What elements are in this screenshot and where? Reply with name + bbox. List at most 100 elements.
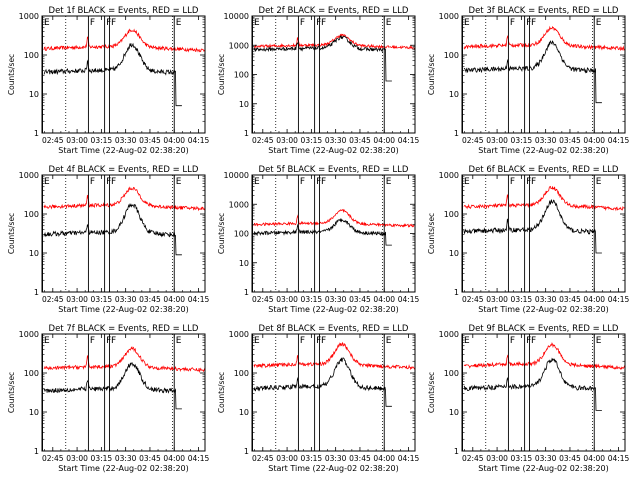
marker-label: F (526, 177, 531, 187)
chart-title: Det 7f BLACK = Events, RED = LLD (49, 324, 199, 334)
y-tick-label: 10 (239, 259, 249, 268)
marker-label: E (386, 336, 392, 346)
chart-title: Det 4f BLACK = Events, RED = LLD (49, 165, 199, 175)
series-line-black (253, 35, 392, 82)
marker-label: E (44, 18, 50, 28)
y-tick-label: 100 (234, 230, 249, 239)
y-tick-label: 10 (449, 249, 459, 258)
y-tick-label: 100 (24, 369, 39, 378)
x-tick-label: 03:45 (559, 454, 581, 463)
x-axis-label: Start Time (22-Aug-02 02:38:20) (58, 146, 189, 155)
y-tick-label: 1 (454, 129, 459, 138)
y-tick-label: 1 (454, 447, 459, 456)
y-tick-label: 1 (244, 129, 249, 138)
series-line-red (43, 28, 206, 53)
x-tick-label: 03:15 (301, 136, 323, 145)
marker-label: F (106, 336, 111, 346)
series-line-red (463, 25, 626, 51)
marker-label: F (510, 177, 515, 187)
marker-label: F (300, 336, 305, 346)
x-tick-label: 03:15 (91, 136, 113, 145)
series-line-black (43, 202, 182, 256)
marker-label: E (386, 177, 392, 187)
marker-label: F (106, 18, 111, 28)
series-line-black (253, 357, 392, 407)
marker-label: E (254, 18, 260, 28)
plot-frame (41, 174, 206, 293)
marker-label: F (321, 177, 326, 187)
marker-label: F (300, 177, 305, 187)
y-tick-label: 1 (34, 288, 39, 297)
y-tick-label: 10 (239, 100, 249, 109)
marker-label: F (90, 336, 95, 346)
x-tick-label: 03:15 (91, 295, 113, 304)
series-line-black (463, 40, 602, 104)
marker-label: E (464, 177, 470, 187)
series-line-black (43, 42, 182, 107)
x-axis-label: Start Time (22-Aug-02 02:38:20) (58, 305, 189, 314)
y-tick-label: 100 (234, 71, 249, 80)
y-axis-label: Counts/sec (217, 372, 226, 413)
marker-label: E (176, 336, 182, 346)
x-tick-label: 04:00 (373, 295, 395, 304)
y-tick-label: 100 (24, 51, 39, 60)
series-line-red (253, 208, 416, 228)
x-tick-label: 03:00 (276, 136, 298, 145)
plot-frame (251, 15, 416, 134)
x-tick-label: 03:45 (139, 136, 161, 145)
x-axis-label: Start Time (22-Aug-02 02:38:20) (268, 146, 399, 155)
x-tick-label: 02:45 (42, 454, 64, 463)
marker-label: E (176, 177, 182, 187)
y-tick-label: 1 (244, 288, 249, 297)
series-line-red (43, 186, 206, 212)
x-tick-label: 03:15 (511, 136, 533, 145)
x-tick-label: 04:15 (398, 136, 420, 145)
x-tick-label: 03:00 (486, 136, 508, 145)
y-tick-label: 100 (234, 369, 249, 378)
plot-frame (41, 333, 206, 452)
marker-label: F (510, 336, 515, 346)
marker-label: F (321, 336, 326, 346)
series-line-red (253, 33, 416, 50)
y-tick-label: 1 (244, 447, 249, 456)
y-tick-label: 10 (449, 408, 459, 417)
x-tick-label: 04:15 (608, 136, 630, 145)
x-tick-label: 03:15 (301, 295, 323, 304)
x-tick-label: 03:15 (511, 295, 533, 304)
marker-label: F (526, 18, 531, 28)
y-tick-label: 1 (454, 288, 459, 297)
x-tick-label: 03:30 (115, 454, 137, 463)
plot-frame (251, 333, 416, 452)
x-axis-label: Start Time (22-Aug-02 02:38:20) (478, 305, 609, 314)
x-tick-label: 03:00 (276, 454, 298, 463)
chart-title: Det 2f BLACK = Events, RED = LLD (259, 6, 409, 16)
marker-label: F (111, 336, 116, 346)
x-tick-label: 04:15 (608, 295, 630, 304)
series-line-black (463, 357, 602, 411)
x-axis-label: Start Time (22-Aug-02 02:38:20) (478, 464, 609, 473)
marker-label: E (596, 336, 602, 346)
y-tick-label: 100 (444, 210, 459, 219)
x-tick-label: 03:30 (535, 295, 557, 304)
x-tick-label: 03:00 (276, 295, 298, 304)
y-tick-label: 1000 (19, 330, 39, 339)
x-tick-label: 04:00 (583, 454, 605, 463)
series-line-black (253, 218, 392, 246)
marker-label: F (111, 18, 116, 28)
x-tick-label: 04:00 (163, 136, 185, 145)
y-tick-label: 10 (239, 408, 249, 417)
marker-label: E (596, 177, 602, 187)
x-tick-label: 03:00 (486, 295, 508, 304)
y-tick-label: 10 (29, 408, 39, 417)
y-axis-label: Counts/sec (7, 372, 16, 413)
chart-title: Det 8f BLACK = Events, RED = LLD (259, 324, 409, 334)
y-tick-label: 100 (444, 369, 459, 378)
chart-title: Det 6f BLACK = Events, RED = LLD (469, 165, 619, 175)
x-tick-label: 03:30 (325, 136, 347, 145)
